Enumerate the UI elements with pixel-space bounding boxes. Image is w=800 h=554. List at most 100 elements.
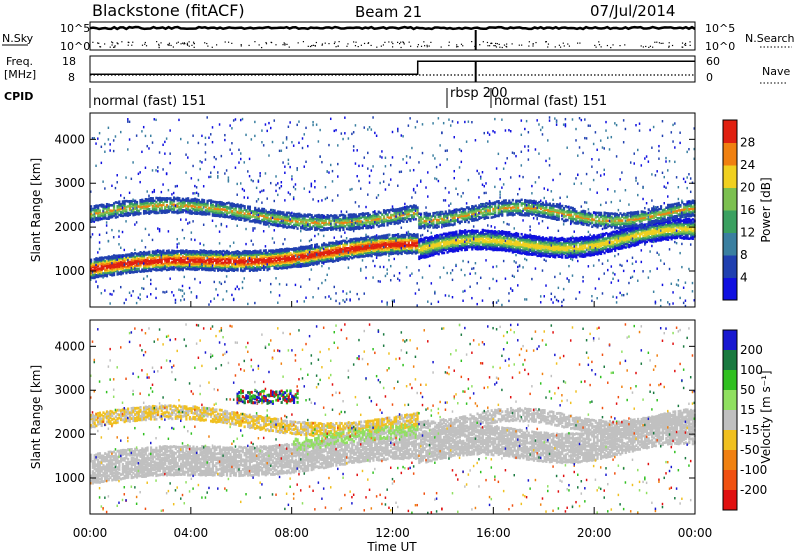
power-cell [434,157,436,159]
power-cell [371,255,373,258]
power-cell [244,196,246,198]
power-cell [127,148,128,150]
power-cell [203,224,205,226]
nsearch-point [564,45,565,46]
nsearch-point [654,42,655,43]
power-cell [92,271,94,273]
power-cell [272,141,274,143]
power-cell [233,242,235,244]
power-cell [94,219,96,221]
power-cell [395,212,397,214]
power-cell [298,256,300,258]
nsearch-point [271,42,272,43]
nsearch-point [429,45,430,46]
power-cell [445,294,447,296]
power-cell [206,201,208,203]
power-cell [245,228,247,230]
power-cell [279,283,281,285]
power-cell [293,198,295,200]
power-cell [425,206,427,208]
power-cell [304,133,306,135]
nsky-trace [90,27,695,29]
power-cell [319,129,321,131]
power-cell [415,191,417,193]
power-cell [146,190,148,192]
nsearch-point [193,42,194,43]
power-cell [441,131,443,133]
power-cell [251,138,253,140]
power-cell [443,199,445,201]
nsearch-point [358,46,359,47]
power-cell [155,297,157,299]
power-cell [450,272,452,274]
nsearch-point [532,43,533,44]
power-cell [395,239,397,241]
power-cell [184,298,186,300]
power-cell [125,220,127,222]
nsearch-point [645,46,646,47]
power-cell [226,225,228,227]
power-cell [446,158,448,160]
power-cell [212,264,214,266]
power-cell [157,227,159,229]
power-cell [95,264,97,266]
nsearch-point [689,41,690,42]
power-cell [464,274,466,276]
power-cell [139,293,141,295]
power-cell [314,186,316,188]
power-cell [385,165,387,167]
nsearch-point [92,42,93,43]
power-cell [420,214,422,216]
power-cell [362,245,364,247]
power-cell [272,209,274,211]
nsearch-point [410,46,411,47]
power-cell [185,171,187,173]
power-cell [104,289,106,291]
nsearch-point [502,47,503,48]
nsearch-point [577,43,578,44]
power-cell [355,201,357,203]
nsearch-point [156,41,157,42]
power-cell [431,282,433,284]
power-cell [254,135,256,137]
power-cell [455,239,457,241]
power-cell [311,268,313,270]
power-cell [242,287,244,289]
power-cell [394,299,396,301]
power-cell [256,214,258,216]
power-cell [175,299,177,301]
power-cell [134,267,136,269]
power-cell [323,215,325,217]
power-cell [252,180,254,182]
power-cell [328,267,330,269]
nsearch-point [97,42,98,43]
power-cell [365,234,367,236]
power-cell [113,236,115,238]
power-cell [372,260,374,262]
power-cell [408,232,410,234]
power-cell [97,286,99,288]
power-cell [106,221,108,223]
power-cell [318,200,320,202]
power-cell [411,214,413,216]
power-cell [332,170,334,172]
nsearch-point [529,41,530,42]
power-cell [125,176,127,178]
power-cell [321,265,323,267]
power-cell [146,295,148,297]
nsearch-point [652,47,653,48]
power-cell [291,175,293,177]
nsearch-point [418,44,419,45]
power-cell [203,185,205,187]
power-cell [402,220,404,223]
power-cell [219,123,221,125]
nsearch-point [548,44,549,45]
power-cell [205,151,207,153]
power-cell [461,269,463,271]
power-cell [314,246,316,248]
nsearch-point [521,45,522,46]
power-cell [268,122,270,124]
power-cell [168,189,170,191]
power-cell [238,161,240,163]
power-cell [388,255,390,257]
